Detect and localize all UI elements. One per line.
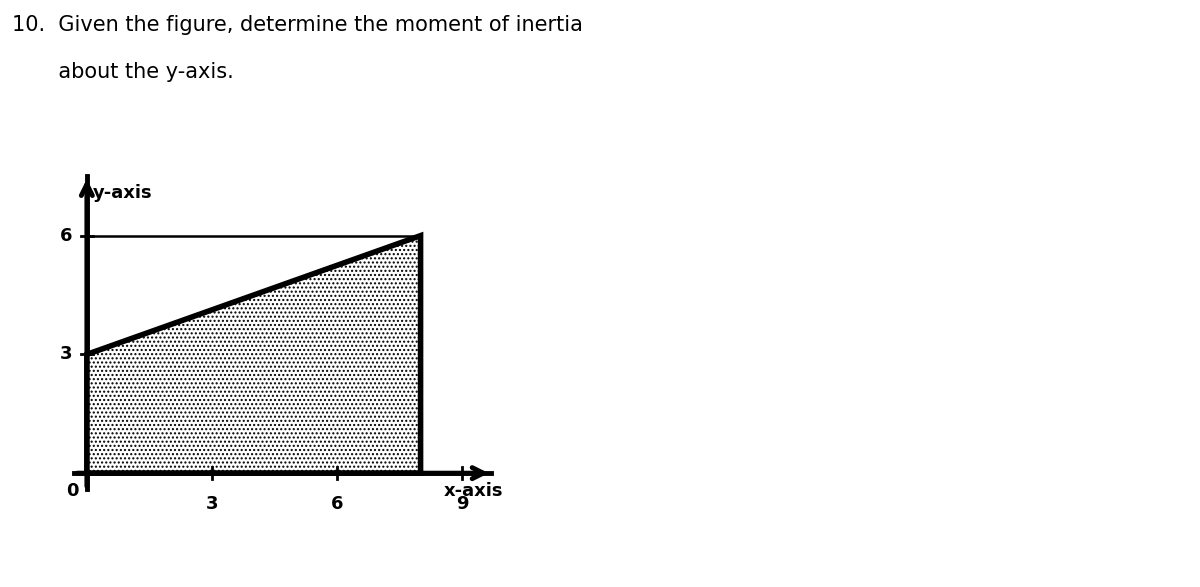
Text: 9: 9 [456, 495, 468, 513]
Text: y-axis: y-axis [94, 184, 152, 202]
Text: x-axis: x-axis [444, 482, 503, 500]
Text: 3: 3 [60, 345, 72, 363]
Text: 0: 0 [66, 482, 78, 500]
Text: 10.  Given the figure, determine the moment of inertia: 10. Given the figure, determine the mome… [12, 15, 583, 35]
Text: about the y-axis.: about the y-axis. [12, 62, 234, 82]
Polygon shape [86, 235, 420, 473]
Text: 6: 6 [60, 227, 72, 245]
Text: 3: 3 [205, 495, 218, 513]
Text: 6: 6 [331, 495, 343, 513]
